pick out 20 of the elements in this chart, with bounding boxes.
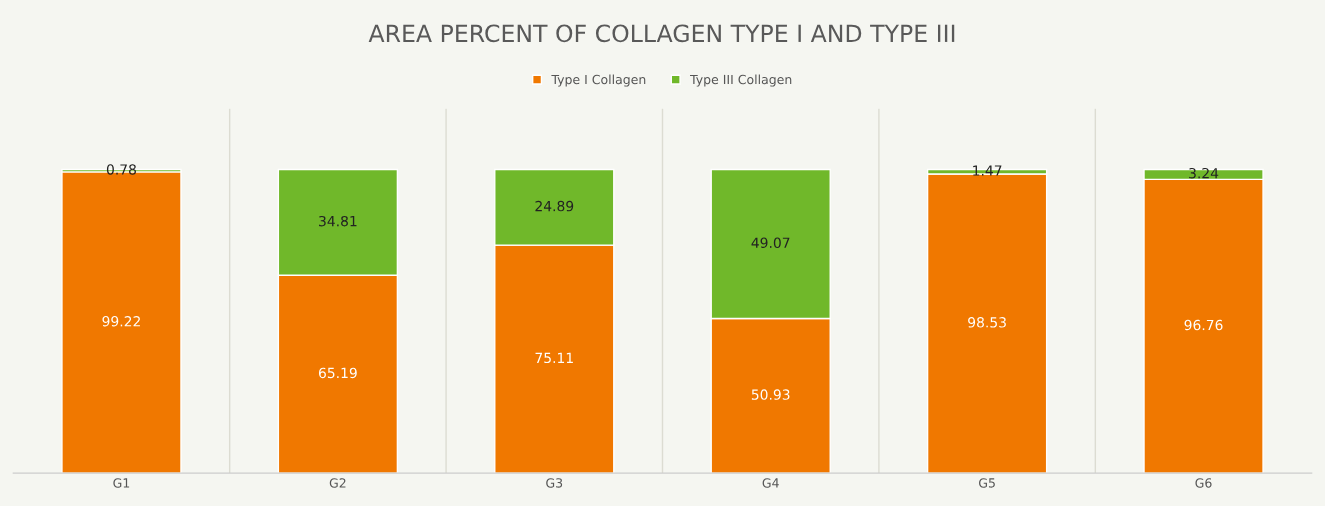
data-label: 1.47 <box>973 165 1002 176</box>
data-label: 99.22 <box>102 316 140 327</box>
legend-label: Type I Collagen <box>551 74 646 87</box>
data-label: 34.81 <box>319 215 357 227</box>
data-label: 96.76 <box>1184 319 1223 331</box>
x-tick-label: G6 <box>1195 478 1212 488</box>
data-label: 98.53 <box>968 317 1006 328</box>
chart-title: AREA PERCENT OF COLLAGEN TYPE I AND TYPE III <box>368 24 955 43</box>
x-tick-label: G5 <box>979 478 995 488</box>
x-tick-label: G4 <box>762 478 779 488</box>
data-label: 65.19 <box>318 367 357 379</box>
data-label: 49.07 <box>751 237 790 249</box>
x-tick-label: G2 <box>329 478 346 488</box>
data-label: 50.93 <box>751 389 790 400</box>
legend-label: Type III Collagen <box>690 74 792 87</box>
data-label: 75.11 <box>535 352 573 364</box>
data-label: 24.89 <box>535 200 574 212</box>
data-label: 3.24 <box>1189 167 1219 179</box>
x-tick-label: G1 <box>113 478 130 488</box>
x-tick-label: G3 <box>546 478 563 488</box>
